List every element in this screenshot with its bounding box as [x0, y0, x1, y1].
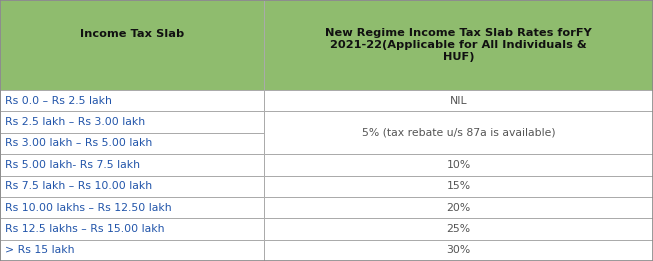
Bar [264, 111, 653, 154]
Bar [0, 218, 264, 240]
Text: Rs 7.5 lakh – Rs 10.00 lakh: Rs 7.5 lakh – Rs 10.00 lakh [5, 181, 152, 191]
Bar [0, 111, 264, 133]
Text: 30%: 30% [447, 245, 471, 255]
Text: Rs 0.0 – Rs 2.5 lakh: Rs 0.0 – Rs 2.5 lakh [5, 96, 112, 106]
Text: Rs 2.5 lakh – Rs 3.00 lakh: Rs 2.5 lakh – Rs 3.00 lakh [5, 117, 146, 127]
Bar [264, 175, 653, 197]
Bar [264, 154, 653, 175]
Bar [264, 218, 653, 240]
Text: 20%: 20% [447, 203, 471, 212]
Text: 5% (tax rebate u/s 87a is available): 5% (tax rebate u/s 87a is available) [362, 128, 556, 138]
Text: 25%: 25% [447, 224, 471, 234]
Bar [0, 0, 264, 90]
Bar [0, 133, 264, 154]
Bar [0, 90, 264, 111]
Bar [264, 0, 653, 90]
Bar [0, 240, 264, 261]
Text: New Regime Income Tax Slab Rates forFY
2021-22(Applicable for All Individuals &
: New Regime Income Tax Slab Rates forFY 2… [325, 28, 592, 62]
Text: NIL: NIL [450, 96, 468, 106]
Bar [264, 90, 653, 111]
Bar [0, 175, 264, 197]
Text: Rs 3.00 lakh – Rs 5.00 lakh: Rs 3.00 lakh – Rs 5.00 lakh [5, 139, 152, 149]
Text: Rs 5.00 lakh- Rs 7.5 lakh: Rs 5.00 lakh- Rs 7.5 lakh [5, 160, 140, 170]
Bar [264, 240, 653, 261]
Text: Income Tax Slab: Income Tax Slab [80, 29, 184, 39]
Text: > Rs 15 lakh: > Rs 15 lakh [5, 245, 74, 255]
Bar [0, 197, 264, 218]
Text: Rs 10.00 lakhs – Rs 12.50 lakh: Rs 10.00 lakhs – Rs 12.50 lakh [5, 203, 172, 212]
Bar [0, 154, 264, 175]
Text: 15%: 15% [447, 181, 471, 191]
Text: Rs 12.5 lakhs – Rs 15.00 lakh: Rs 12.5 lakhs – Rs 15.00 lakh [5, 224, 165, 234]
Text: 10%: 10% [447, 160, 471, 170]
Bar [264, 197, 653, 218]
